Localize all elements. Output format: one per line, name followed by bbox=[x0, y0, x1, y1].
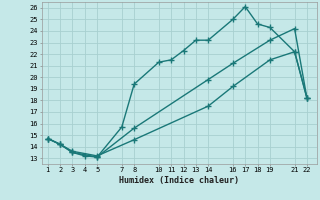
X-axis label: Humidex (Indice chaleur): Humidex (Indice chaleur) bbox=[119, 176, 239, 185]
